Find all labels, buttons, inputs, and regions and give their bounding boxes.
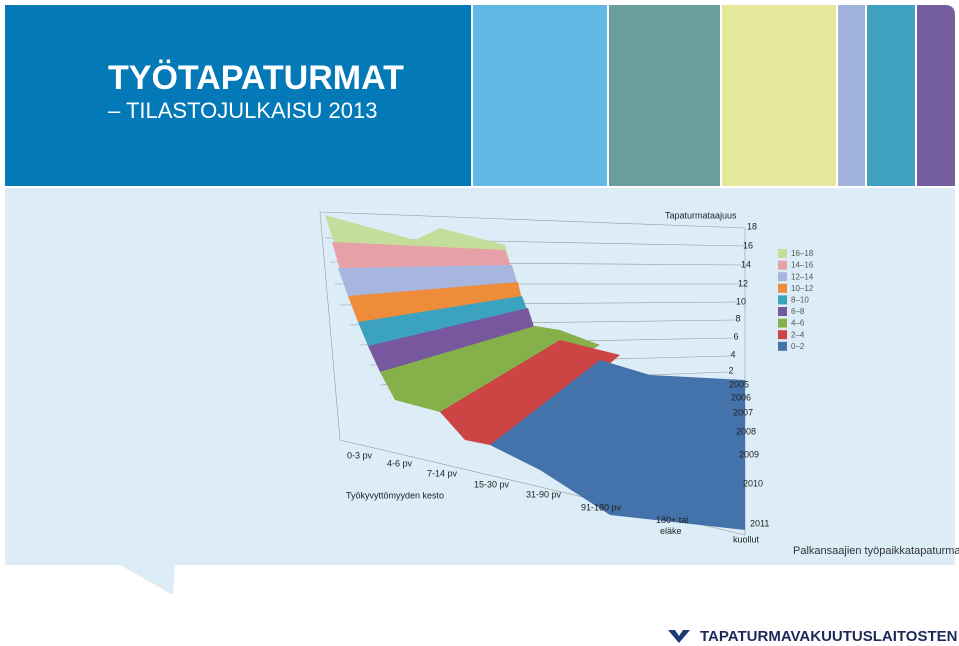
year-label: 2007 <box>733 407 753 417</box>
legend-label: 16–18 <box>791 249 814 258</box>
legend-swatch <box>778 330 787 340</box>
z-axis-label: Tapaturmataajuus <box>665 210 737 220</box>
legend-label: 14–16 <box>791 261 814 270</box>
category-label: kuollut <box>733 534 760 544</box>
year-label: 2008 <box>736 426 756 436</box>
stripe <box>917 5 955 186</box>
year-label: 2005 <box>729 379 749 389</box>
legend-label: 2–4 <box>791 330 805 339</box>
category-label: 7-14 pv <box>427 468 458 478</box>
category-label: 180+ tai eläke <box>656 515 688 536</box>
legend-swatch <box>778 272 787 282</box>
stripe <box>838 5 865 186</box>
legend-swatch <box>778 260 787 270</box>
stripe <box>722 5 836 186</box>
logo-icon <box>675 630 683 636</box>
legend-swatch <box>778 318 787 328</box>
category-label: 31-90 pv <box>526 489 562 499</box>
category-label: 91-180 pv <box>581 502 622 512</box>
z-tick-label: 12 <box>738 278 748 288</box>
legend-label: 10–12 <box>791 284 814 293</box>
title: TYÖTAPATURMAT <box>108 59 404 97</box>
z-tick-label: 6 <box>733 331 738 341</box>
legend-swatch <box>778 283 787 293</box>
stripe <box>867 5 915 186</box>
caption: Palkansaajien työpaikkatapaturmat <box>793 545 959 557</box>
legend-label: 4–6 <box>791 319 805 328</box>
subtitle: – TILASTOJULKAISU 2013 <box>108 98 377 123</box>
year-label: 2006 <box>731 392 751 402</box>
stripe <box>609 5 720 186</box>
z-tick-label: 10 <box>736 296 746 306</box>
x-axis-label: Työkyvyttömyyden kesto <box>346 490 444 500</box>
legend-label: 12–14 <box>791 272 814 281</box>
year-label: 2010 <box>743 478 763 488</box>
legend-swatch <box>778 341 787 351</box>
category-label: 0-3 pv <box>347 450 373 460</box>
z-tick-label: 4 <box>730 349 735 359</box>
legend-label: 6–8 <box>791 307 805 316</box>
z-tick-label: 16 <box>743 240 753 250</box>
category-label: 15-30 pv <box>474 479 510 489</box>
legend-swatch <box>778 295 787 305</box>
z-tick-label: 14 <box>741 259 751 269</box>
legend-label: 0–2 <box>791 342 805 351</box>
z-tick-label: 2 <box>728 365 733 375</box>
organization: TAPATURMAVAKUUTUSLAITOSTEN LIITTO <box>700 628 959 645</box>
legend-swatch <box>778 249 787 258</box>
surface <box>325 215 745 530</box>
legend-swatch <box>778 307 787 316</box>
stripe <box>473 5 607 186</box>
legend-label: 8–10 <box>791 296 809 305</box>
z-tick-label: 18 <box>747 221 757 231</box>
year-label: 2009 <box>739 449 759 459</box>
logo-icon <box>668 630 690 643</box>
header-block <box>5 5 471 186</box>
year-label: 2011 <box>750 518 769 528</box>
category-label: 4-6 pv <box>387 458 413 468</box>
z-tick-label: 8 <box>735 313 740 323</box>
